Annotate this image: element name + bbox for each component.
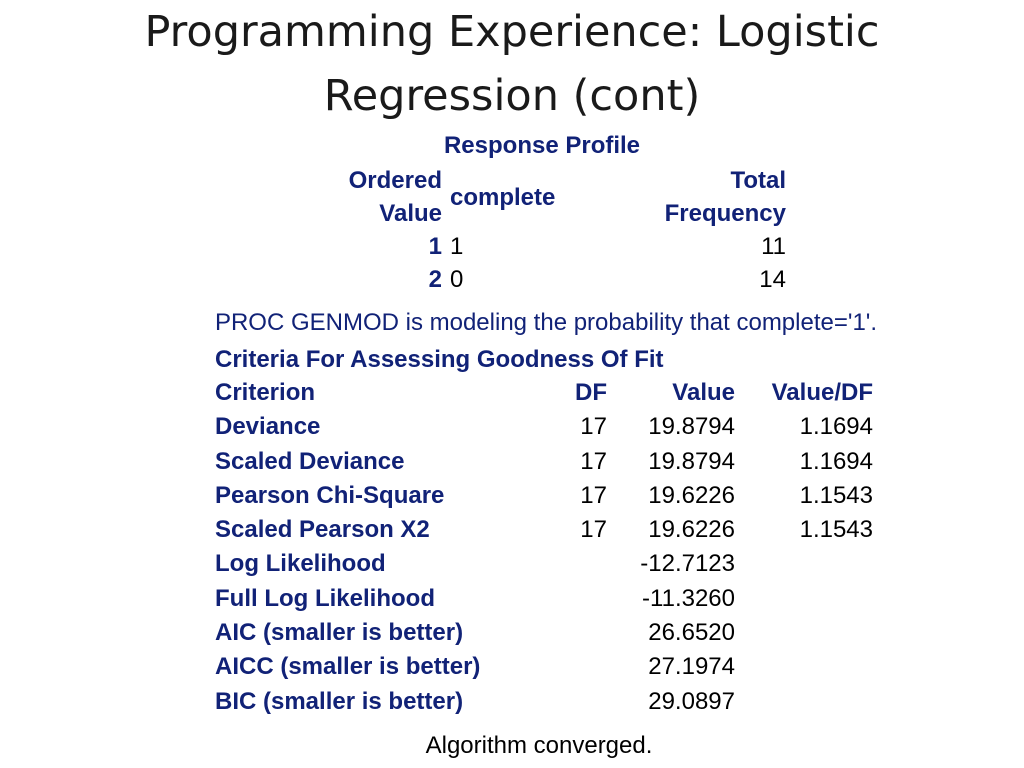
table-row: Pearson Chi-Square 17 19.6226 1.1543 — [211, 479, 877, 513]
table-row: Scaled Deviance 17 19.8794 1.1694 — [211, 445, 877, 479]
value-cell: -11.3260 — [642, 584, 735, 612]
response-profile-row: 2 0 14 — [320, 263, 790, 296]
value-df-cell: 1.1694 — [799, 413, 873, 441]
value-df-cell — [739, 547, 877, 581]
criterion-cell: BIC (smaller is better) — [215, 687, 464, 715]
slide-title-line-1: Programming Experience: Logistic — [144, 7, 880, 57]
value-df-cell: 1.1543 — [799, 516, 873, 544]
header-total-frequency: Total Frequency — [604, 164, 790, 230]
criterion-cell: Full Log Likelihood — [215, 584, 435, 612]
value-cell: 19.6226 — [648, 516, 735, 544]
value-df-cell — [739, 582, 877, 616]
criterion-cell: Pearson Chi-Square — [215, 481, 445, 509]
df-cell — [553, 616, 611, 650]
table-row: Scaled Pearson X2 17 19.6226 1.1543 — [211, 513, 877, 547]
criterion-cell: Scaled Deviance — [215, 447, 405, 475]
header-ordered-value-line-2: Value — [379, 200, 442, 227]
value-cell: 27.1974 — [648, 653, 735, 681]
df-cell — [553, 582, 611, 616]
response-profile-table: Ordered Value complete Total Frequency 1… — [320, 164, 790, 296]
header-total-frequency-line-1: Total — [730, 167, 786, 194]
value-df-cell — [739, 616, 877, 650]
table-row: Deviance 17 19.8794 1.1694 — [211, 410, 877, 444]
criterion-cell: Scaled Pearson X2 — [215, 516, 430, 544]
header-complete: complete — [450, 183, 556, 211]
criterion-cell: AIC (smaller is better) — [215, 619, 464, 647]
header-criterion: Criterion — [215, 379, 316, 406]
header-value: Value — [672, 379, 735, 406]
total-frequency-cell: 14 — [759, 266, 786, 293]
response-profile-header-row: Ordered Value complete Total Frequency — [320, 164, 790, 230]
header-total-frequency-line-2: Frequency — [664, 200, 786, 227]
value-cell: 26.6520 — [648, 619, 735, 647]
goodness-of-fit-title: Criteria For Assessing Goodness Of Fit — [215, 346, 664, 373]
goodness-of-fit-header-row: Criterion DF Value Value/DF — [211, 376, 877, 410]
df-cell: 17 — [580, 413, 607, 441]
ordered-value-cell: 1 — [428, 233, 442, 260]
slide-title-line-2: Regression (cont) — [323, 71, 701, 121]
algorithm-status: Algorithm converged. — [425, 732, 653, 759]
value-cell: 19.8794 — [648, 413, 735, 441]
header-ordered-value: Ordered Value — [320, 164, 446, 230]
criterion-cell: Log Likelihood — [215, 550, 386, 578]
complete-cell: 1 — [450, 233, 464, 260]
df-cell: 17 — [580, 447, 607, 475]
response-profile-title: Response Profile — [443, 132, 641, 159]
table-row: BIC (smaller is better) 29.0897 — [211, 685, 877, 719]
df-cell — [553, 650, 611, 684]
goodness-of-fit-table: Criterion DF Value Value/DF Deviance 17 … — [211, 376, 877, 719]
value-df-cell — [739, 685, 877, 719]
table-row: AICC (smaller is better) 27.1974 — [211, 650, 877, 684]
modeling-note: PROC GENMOD is modeling the probability … — [214, 309, 878, 336]
header-ordered-value-line-1: Ordered — [348, 167, 442, 194]
criterion-cell: AICC (smaller is better) — [215, 653, 481, 681]
table-row: Full Log Likelihood -11.3260 — [211, 582, 877, 616]
response-profile-row: 1 1 11 — [320, 230, 790, 263]
value-cell: -12.7123 — [640, 550, 735, 578]
value-cell: 29.0897 — [648, 687, 735, 715]
df-cell: 17 — [580, 481, 607, 509]
header-df: DF — [575, 379, 607, 406]
table-row: Log Likelihood -12.7123 — [211, 547, 877, 581]
total-frequency-cell: 11 — [761, 233, 786, 260]
value-cell: 19.8794 — [648, 447, 735, 475]
value-df-cell: 1.1543 — [799, 481, 873, 509]
ordered-value-cell: 2 — [428, 266, 442, 293]
complete-cell: 0 — [450, 266, 464, 293]
value-df-cell — [739, 650, 877, 684]
value-cell: 19.6226 — [648, 481, 735, 509]
slide-title: Programming Experience: Logistic Regress… — [0, 0, 1024, 128]
table-row: AIC (smaller is better) 26.6520 — [211, 616, 877, 650]
df-cell — [553, 685, 611, 719]
criterion-cell: Deviance — [215, 413, 321, 441]
value-df-cell: 1.1694 — [799, 447, 873, 475]
df-cell — [553, 547, 611, 581]
header-value-df: Value/DF — [771, 379, 873, 406]
df-cell: 17 — [580, 516, 607, 544]
